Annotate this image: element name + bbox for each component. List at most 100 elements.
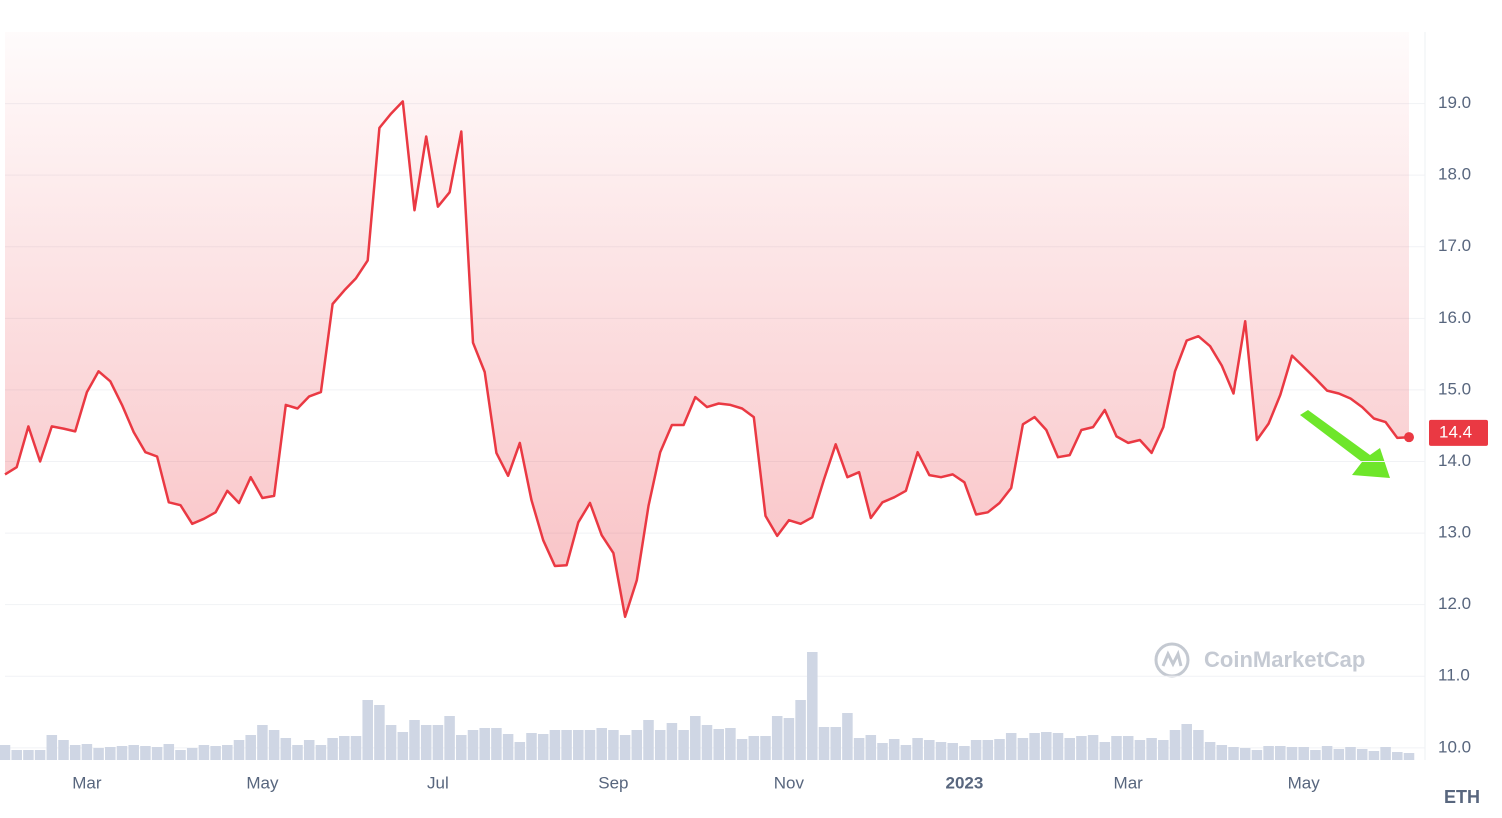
volume-bar — [1158, 740, 1169, 760]
x-tick-label: 2023 — [945, 773, 983, 792]
volume-bar — [385, 725, 397, 760]
volume-bar — [222, 745, 233, 760]
volume-bar — [807, 652, 818, 760]
volume-bar — [736, 739, 748, 760]
volume-bar — [175, 750, 186, 760]
price-tag-label: 14.4 — [1439, 422, 1472, 441]
volume-bar — [970, 740, 982, 760]
volume-bar — [1169, 730, 1181, 760]
area-fill — [5, 32, 1409, 617]
volume-bar — [1356, 749, 1368, 760]
x-tick-label: May — [1288, 773, 1321, 792]
volume-bar — [760, 736, 771, 760]
volume-bar — [783, 718, 795, 760]
volume-bar — [573, 730, 584, 760]
volume-bar — [1333, 749, 1345, 760]
volume-bar — [1052, 733, 1064, 760]
volume-bar — [1310, 750, 1321, 760]
y-tick-label: 11.0 — [1438, 666, 1470, 685]
volume-bar — [81, 744, 93, 760]
volume-bar — [1239, 748, 1251, 760]
volume-bar — [631, 730, 643, 760]
volume-bar — [1204, 742, 1216, 760]
volume-bar — [467, 730, 479, 760]
volume-bar — [1181, 724, 1192, 760]
y-tick-label: 12.0 — [1438, 594, 1471, 613]
volume-bar — [935, 742, 947, 760]
volume-bar — [654, 730, 666, 760]
volume-bar — [678, 730, 689, 760]
volume-bar — [479, 728, 490, 760]
volume-bar — [491, 728, 502, 760]
volume-bar — [1380, 747, 1391, 760]
volume-bar — [11, 750, 22, 760]
volume-bar — [1228, 747, 1239, 760]
volume-bar — [1275, 746, 1286, 760]
volume-bar — [830, 727, 841, 760]
x-tick-label: Mar — [1114, 773, 1144, 792]
volume-bar — [1041, 732, 1052, 760]
volume-bar — [1286, 747, 1298, 760]
volume-bar — [877, 743, 888, 760]
price-tag — [1429, 419, 1488, 446]
volume-bar — [1122, 736, 1134, 760]
volume-bar — [853, 738, 865, 760]
volume-bar — [362, 700, 373, 760]
volume-bar — [1251, 750, 1263, 760]
x-tick-label: Jul — [427, 773, 449, 792]
volume-bar — [924, 740, 935, 760]
volume-bar — [888, 739, 900, 760]
volume-bar — [514, 742, 526, 760]
volume-bar — [315, 745, 327, 760]
volume-bar — [1017, 738, 1029, 760]
volume-bar — [257, 725, 268, 760]
volume-bar — [502, 734, 514, 760]
volume-bar — [900, 745, 912, 760]
volume-bar — [1321, 746, 1333, 760]
volume-bar — [268, 730, 280, 760]
volume-bar — [713, 729, 724, 760]
volume-bar — [1216, 745, 1228, 760]
volume-bar — [1392, 752, 1403, 760]
volume-bar — [584, 730, 596, 760]
volume-bar — [210, 746, 221, 760]
volume-bar — [725, 728, 736, 760]
last-point — [1404, 432, 1414, 443]
price-line — [4, 100, 1410, 619]
y-tick-label: 18.0 — [1438, 165, 1471, 184]
volume-bar — [432, 725, 444, 760]
volume-bar — [233, 740, 245, 760]
volume-bar — [982, 740, 994, 760]
volume-bar — [163, 744, 175, 760]
y-tick-label: 17.0 — [1438, 236, 1471, 255]
volume-bar — [1298, 747, 1309, 760]
volume-bar — [1087, 735, 1099, 760]
x-tick-label: May — [246, 773, 279, 792]
volume-bar — [1099, 742, 1111, 760]
volume-bar — [128, 745, 139, 760]
watermark: CoinMarketCap — [1204, 647, 1365, 672]
volume-bar — [1193, 730, 1204, 760]
volume-bar — [151, 747, 163, 760]
volume-bar — [23, 750, 34, 760]
volume-bar — [748, 736, 760, 760]
volume-bar — [818, 727, 830, 760]
volume-bar — [140, 746, 151, 760]
volume-bar — [245, 735, 256, 760]
volume-bar — [596, 728, 607, 760]
volume-bar — [339, 736, 350, 760]
volume-bar — [1345, 747, 1356, 760]
volume-bar — [842, 713, 853, 760]
volume-bar — [1076, 736, 1087, 760]
volume-bar — [456, 735, 467, 760]
volume-bar — [994, 739, 1005, 760]
volume-bar — [280, 738, 292, 760]
volume-bar — [303, 740, 315, 760]
x-tick-label: Mar — [72, 773, 102, 792]
y-tick-label: 13.0 — [1438, 523, 1471, 542]
volume-bar — [701, 725, 713, 760]
volume-bar — [350, 736, 362, 760]
volume-bar — [69, 745, 81, 760]
volume-bar — [198, 745, 210, 760]
